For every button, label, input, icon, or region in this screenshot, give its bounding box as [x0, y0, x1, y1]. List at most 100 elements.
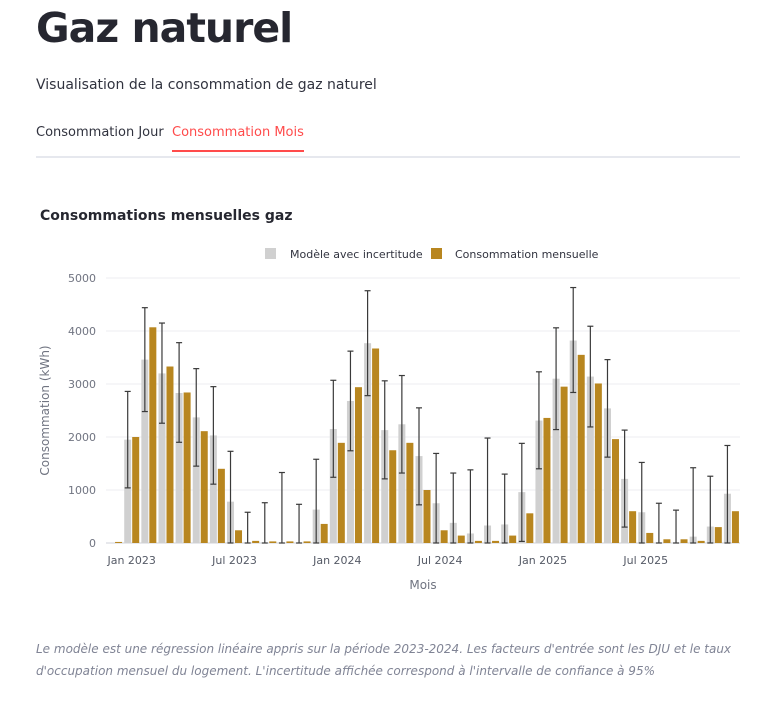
error-bar: [330, 379, 337, 478]
consumption-bar: [474, 540, 482, 543]
footnote: Le modèle est une régression linéaire ap…: [36, 642, 732, 678]
consumption-bar: [680, 539, 688, 543]
consumption-bar: [457, 535, 465, 543]
tab-bar: Consommation Jour Consommation Mois: [36, 124, 740, 158]
consumption-bar: [509, 535, 517, 543]
chart-title: Consommations mensuelles gaz: [40, 208, 293, 224]
x-tick-label: Jul 2023: [211, 554, 257, 567]
consumption-bar: [183, 392, 191, 543]
model-bar: [141, 359, 149, 543]
error-bar: [364, 290, 371, 397]
consumption-bar: [560, 386, 568, 543]
legend-swatch-consumption: [431, 248, 442, 259]
error-bar: [176, 342, 183, 443]
y-tick-label: 1000: [68, 484, 96, 497]
legend-label-consumption: Consommation mensuelle: [455, 248, 599, 261]
x-tick-label: Jul 2025: [622, 554, 668, 567]
model-bar: [346, 400, 354, 543]
error-bar: [381, 380, 388, 480]
consumption-bar: [269, 541, 277, 543]
model-bar: [586, 376, 594, 543]
error-bar: [587, 325, 594, 428]
model-bar: [192, 417, 200, 543]
y-tick-label: 2000: [68, 431, 96, 444]
model-bar: [381, 430, 389, 543]
error-bar: [261, 502, 268, 544]
error-bar: [673, 509, 680, 544]
error-bar: [193, 368, 200, 467]
error-bar: [433, 452, 440, 544]
tab-consommation-jour[interactable]: Consommation Jour: [36, 125, 164, 140]
consumption-bar: [372, 348, 380, 543]
consumption-bar: [423, 490, 431, 543]
model-bar: [569, 340, 577, 543]
y-tick-label: 0: [89, 537, 96, 550]
model-bar: [552, 378, 560, 543]
legend-swatch-model: [265, 248, 276, 259]
page-title: Gaz naturel: [36, 4, 293, 52]
consumption-bar: [663, 539, 671, 543]
error-bar: [416, 407, 422, 506]
consumption-bar: [337, 442, 345, 543]
error-bar: [398, 374, 405, 474]
error-bar: [707, 475, 714, 544]
model-bar: [535, 420, 543, 543]
legend: Modèle avec incertitude Consommation mens…: [265, 248, 599, 261]
consumption-bar: [132, 437, 140, 543]
consumption-bar: [629, 511, 637, 543]
legend-label-model: Modèle avec incertitude: [290, 248, 423, 261]
y-tick-label: 4000: [68, 325, 96, 338]
consumption-bar: [492, 540, 500, 543]
error-bar: [467, 469, 474, 544]
consumption-bar: [252, 540, 260, 543]
consumption-bar: [286, 541, 294, 543]
error-bar: [655, 502, 662, 544]
page-subtitle: Visualisation de la consommation de gaz …: [36, 77, 377, 93]
error-bar: [638, 461, 645, 544]
consumption-bar: [235, 530, 243, 543]
model-bar: [175, 393, 183, 543]
error-bar: [450, 472, 457, 544]
error-bar: [724, 444, 731, 544]
error-bar: [210, 386, 217, 485]
error-bar: [518, 442, 525, 543]
error-bar: [158, 322, 165, 424]
error-bar: [278, 471, 285, 544]
y-axis-title: Consommation (kWh): [38, 345, 52, 475]
x-tick-label: Jan 2023: [106, 554, 155, 567]
error-bar: [570, 286, 577, 394]
error-bar: [553, 327, 560, 431]
consumption-bar: [166, 366, 174, 543]
consumption-bar: [697, 540, 705, 543]
model-bar: [124, 439, 132, 543]
model-bar: [603, 408, 611, 543]
error-bar: [604, 359, 611, 458]
consumption-bar: [526, 513, 534, 543]
consumption-bar: [320, 523, 328, 543]
error-bar: [141, 307, 148, 413]
x-tick-label: Jan 2025: [518, 554, 567, 567]
consumption-bar: [611, 439, 619, 543]
x-tick-label: Jul 2024: [417, 554, 463, 567]
model-bar: [329, 429, 337, 543]
model-bar: [158, 373, 166, 543]
error-bar: [621, 429, 628, 528]
consumption-bar: [714, 527, 722, 543]
error-bar: [244, 511, 251, 544]
monthly-gas-chart: 0 1000 2000 3000 4000 5000 Jan 2023 Jul 2023 Jan…: [38, 248, 740, 592]
consumption-bar: [646, 532, 654, 543]
error-bar: [501, 473, 508, 544]
error-bar: [484, 437, 491, 544]
consumption-bar: [303, 541, 311, 543]
model-bar: [209, 435, 217, 543]
y-tick-label: 3000: [68, 378, 96, 391]
x-axis-title: Mois: [409, 578, 436, 592]
error-bar: [347, 350, 354, 452]
consumption-bar: [440, 530, 448, 543]
error-bar: [227, 450, 234, 544]
consumption-bar: [731, 511, 739, 543]
tab-consommation-mois[interactable]: Consommation Mois: [172, 125, 304, 152]
model-bar: [364, 343, 372, 543]
consumption-bar: [389, 450, 397, 543]
x-tick-label: Jan 2024: [312, 554, 361, 567]
